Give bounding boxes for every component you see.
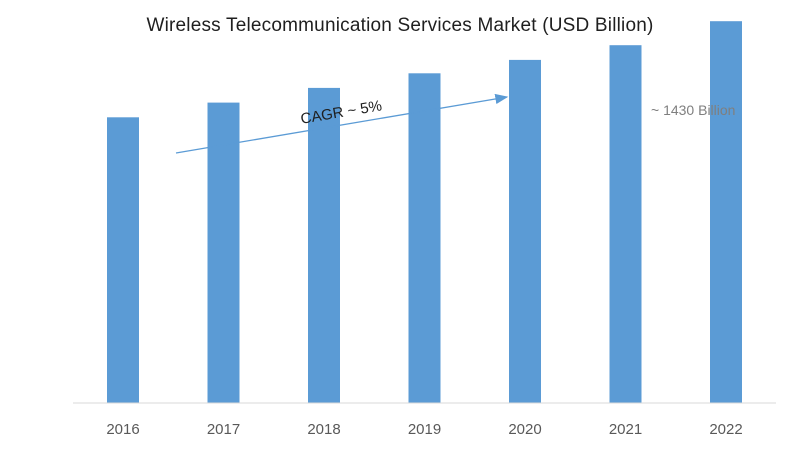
last-value-callout: ~ 1430 Billion — [651, 102, 735, 118]
x-tick-label: 2017 — [207, 421, 240, 438]
x-tick-label: 2019 — [408, 421, 441, 438]
bar-2019 — [408, 73, 441, 404]
cagr-arrow — [175, 93, 509, 154]
bar-2018 — [308, 87, 340, 404]
bar-2020 — [509, 59, 541, 404]
bar-2022 — [710, 21, 742, 403]
x-tick-label: 2020 — [508, 421, 541, 438]
bar-2021 — [609, 45, 642, 403]
x-tick-label: 2018 — [307, 421, 340, 438]
chart-title: Wireless Telecommunication Services Mark… — [146, 15, 653, 36]
x-tick-label: 2016 — [106, 421, 139, 438]
x-tick-label: 2022 — [709, 421, 742, 438]
x-tick-labels: 2016 2017 2018 2019 2020 2021 2022 — [106, 421, 742, 438]
bar-2017 — [207, 102, 240, 403]
bars — [107, 21, 742, 404]
bar-2016 — [107, 117, 139, 404]
x-tick-label: 2021 — [609, 421, 642, 438]
